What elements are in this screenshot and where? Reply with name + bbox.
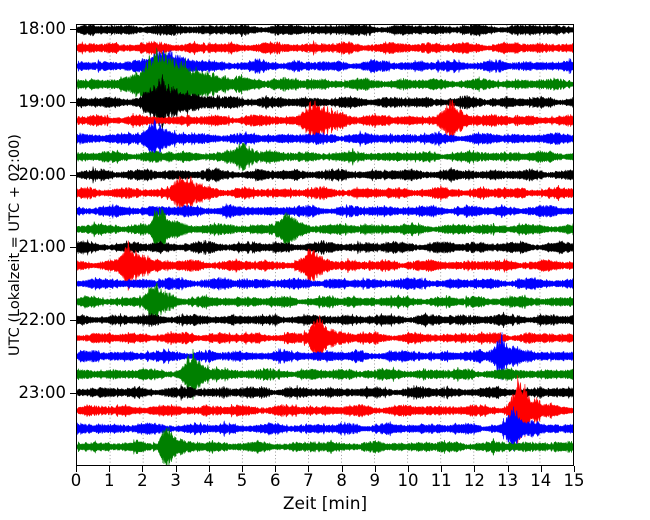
trace-1 bbox=[77, 39, 573, 56]
trace-15 bbox=[77, 282, 573, 322]
x-tick-mark bbox=[507, 466, 509, 472]
trace-2 bbox=[77, 49, 573, 83]
x-tick-mark bbox=[109, 466, 111, 472]
x-tick-label: 14 bbox=[530, 471, 552, 490]
x-tick-label: 10 bbox=[397, 471, 419, 490]
y-tick-label: 23:00 bbox=[18, 383, 66, 403]
trace-5 bbox=[77, 99, 573, 142]
trace-12 bbox=[77, 239, 573, 256]
x-tick-mark bbox=[275, 466, 277, 472]
x-tick-label: 6 bbox=[269, 471, 281, 490]
y-tick-label: 20:00 bbox=[18, 164, 66, 184]
trace-0 bbox=[77, 25, 573, 38]
y-tick-mark bbox=[70, 320, 76, 322]
x-tick-label: 12 bbox=[463, 471, 485, 490]
plot-area bbox=[76, 24, 574, 466]
y-tick-label: 22:00 bbox=[18, 310, 66, 330]
trace-8 bbox=[77, 166, 573, 184]
x-tick-mark bbox=[441, 466, 443, 472]
x-tick-label: 8 bbox=[336, 471, 347, 490]
y-tick-label: 19:00 bbox=[18, 91, 66, 111]
trace-7 bbox=[77, 142, 573, 171]
trace-18 bbox=[77, 332, 573, 381]
x-tick-label: 7 bbox=[303, 471, 314, 490]
x-tick-mark bbox=[76, 466, 77, 472]
x-tick-mark bbox=[208, 466, 210, 472]
y-tick-mark bbox=[70, 28, 76, 30]
x-tick-mark bbox=[341, 466, 343, 472]
y-tick-mark bbox=[70, 247, 76, 249]
trace-20 bbox=[77, 384, 573, 401]
trace-4 bbox=[77, 74, 573, 131]
x-tick-mark bbox=[142, 466, 144, 472]
y-tick-label: 21:00 bbox=[18, 237, 66, 257]
trace-6 bbox=[77, 119, 573, 159]
x-tick-mark bbox=[175, 466, 177, 472]
trace-19 bbox=[77, 349, 573, 400]
x-tick-label: 11 bbox=[430, 471, 452, 490]
trace-22 bbox=[77, 406, 573, 451]
x-tick-mark bbox=[374, 466, 376, 472]
trace-16 bbox=[77, 311, 573, 329]
trace-17 bbox=[77, 315, 573, 361]
trace-11 bbox=[77, 207, 573, 252]
x-tick-label: 2 bbox=[137, 471, 148, 490]
trace-14 bbox=[77, 276, 573, 292]
seismogram-traces bbox=[77, 25, 573, 465]
x-tick-label: 4 bbox=[203, 471, 215, 490]
x-tick-label: 13 bbox=[497, 471, 519, 490]
y-tick-mark bbox=[70, 174, 76, 176]
x-tick-mark bbox=[308, 466, 310, 472]
trace-21 bbox=[77, 375, 573, 446]
trace-23 bbox=[77, 427, 573, 465]
x-tick-mark bbox=[408, 466, 409, 472]
y-tick-label: 18:00 bbox=[18, 18, 66, 38]
x-tick-mark bbox=[242, 466, 243, 472]
x-tick-mark bbox=[474, 466, 476, 472]
x-tick-label: 0 bbox=[70, 471, 82, 490]
x-tick-label: 9 bbox=[369, 471, 381, 490]
trace-13 bbox=[77, 240, 573, 291]
x-tick-label: 3 bbox=[170, 471, 181, 490]
x-tick-label: 1 bbox=[103, 471, 115, 490]
x-tick-mark bbox=[540, 466, 542, 472]
trace-9 bbox=[77, 176, 573, 210]
x-tick-label: 5 bbox=[236, 471, 248, 490]
y-tick-mark bbox=[70, 393, 76, 395]
x-axis-label: Zeit [min] bbox=[282, 494, 368, 514]
x-tick-mark bbox=[574, 466, 575, 472]
x-tick-label: 15 bbox=[563, 471, 585, 490]
trace-10 bbox=[77, 203, 573, 220]
trace-3 bbox=[77, 47, 573, 121]
y-tick-mark bbox=[70, 101, 76, 103]
